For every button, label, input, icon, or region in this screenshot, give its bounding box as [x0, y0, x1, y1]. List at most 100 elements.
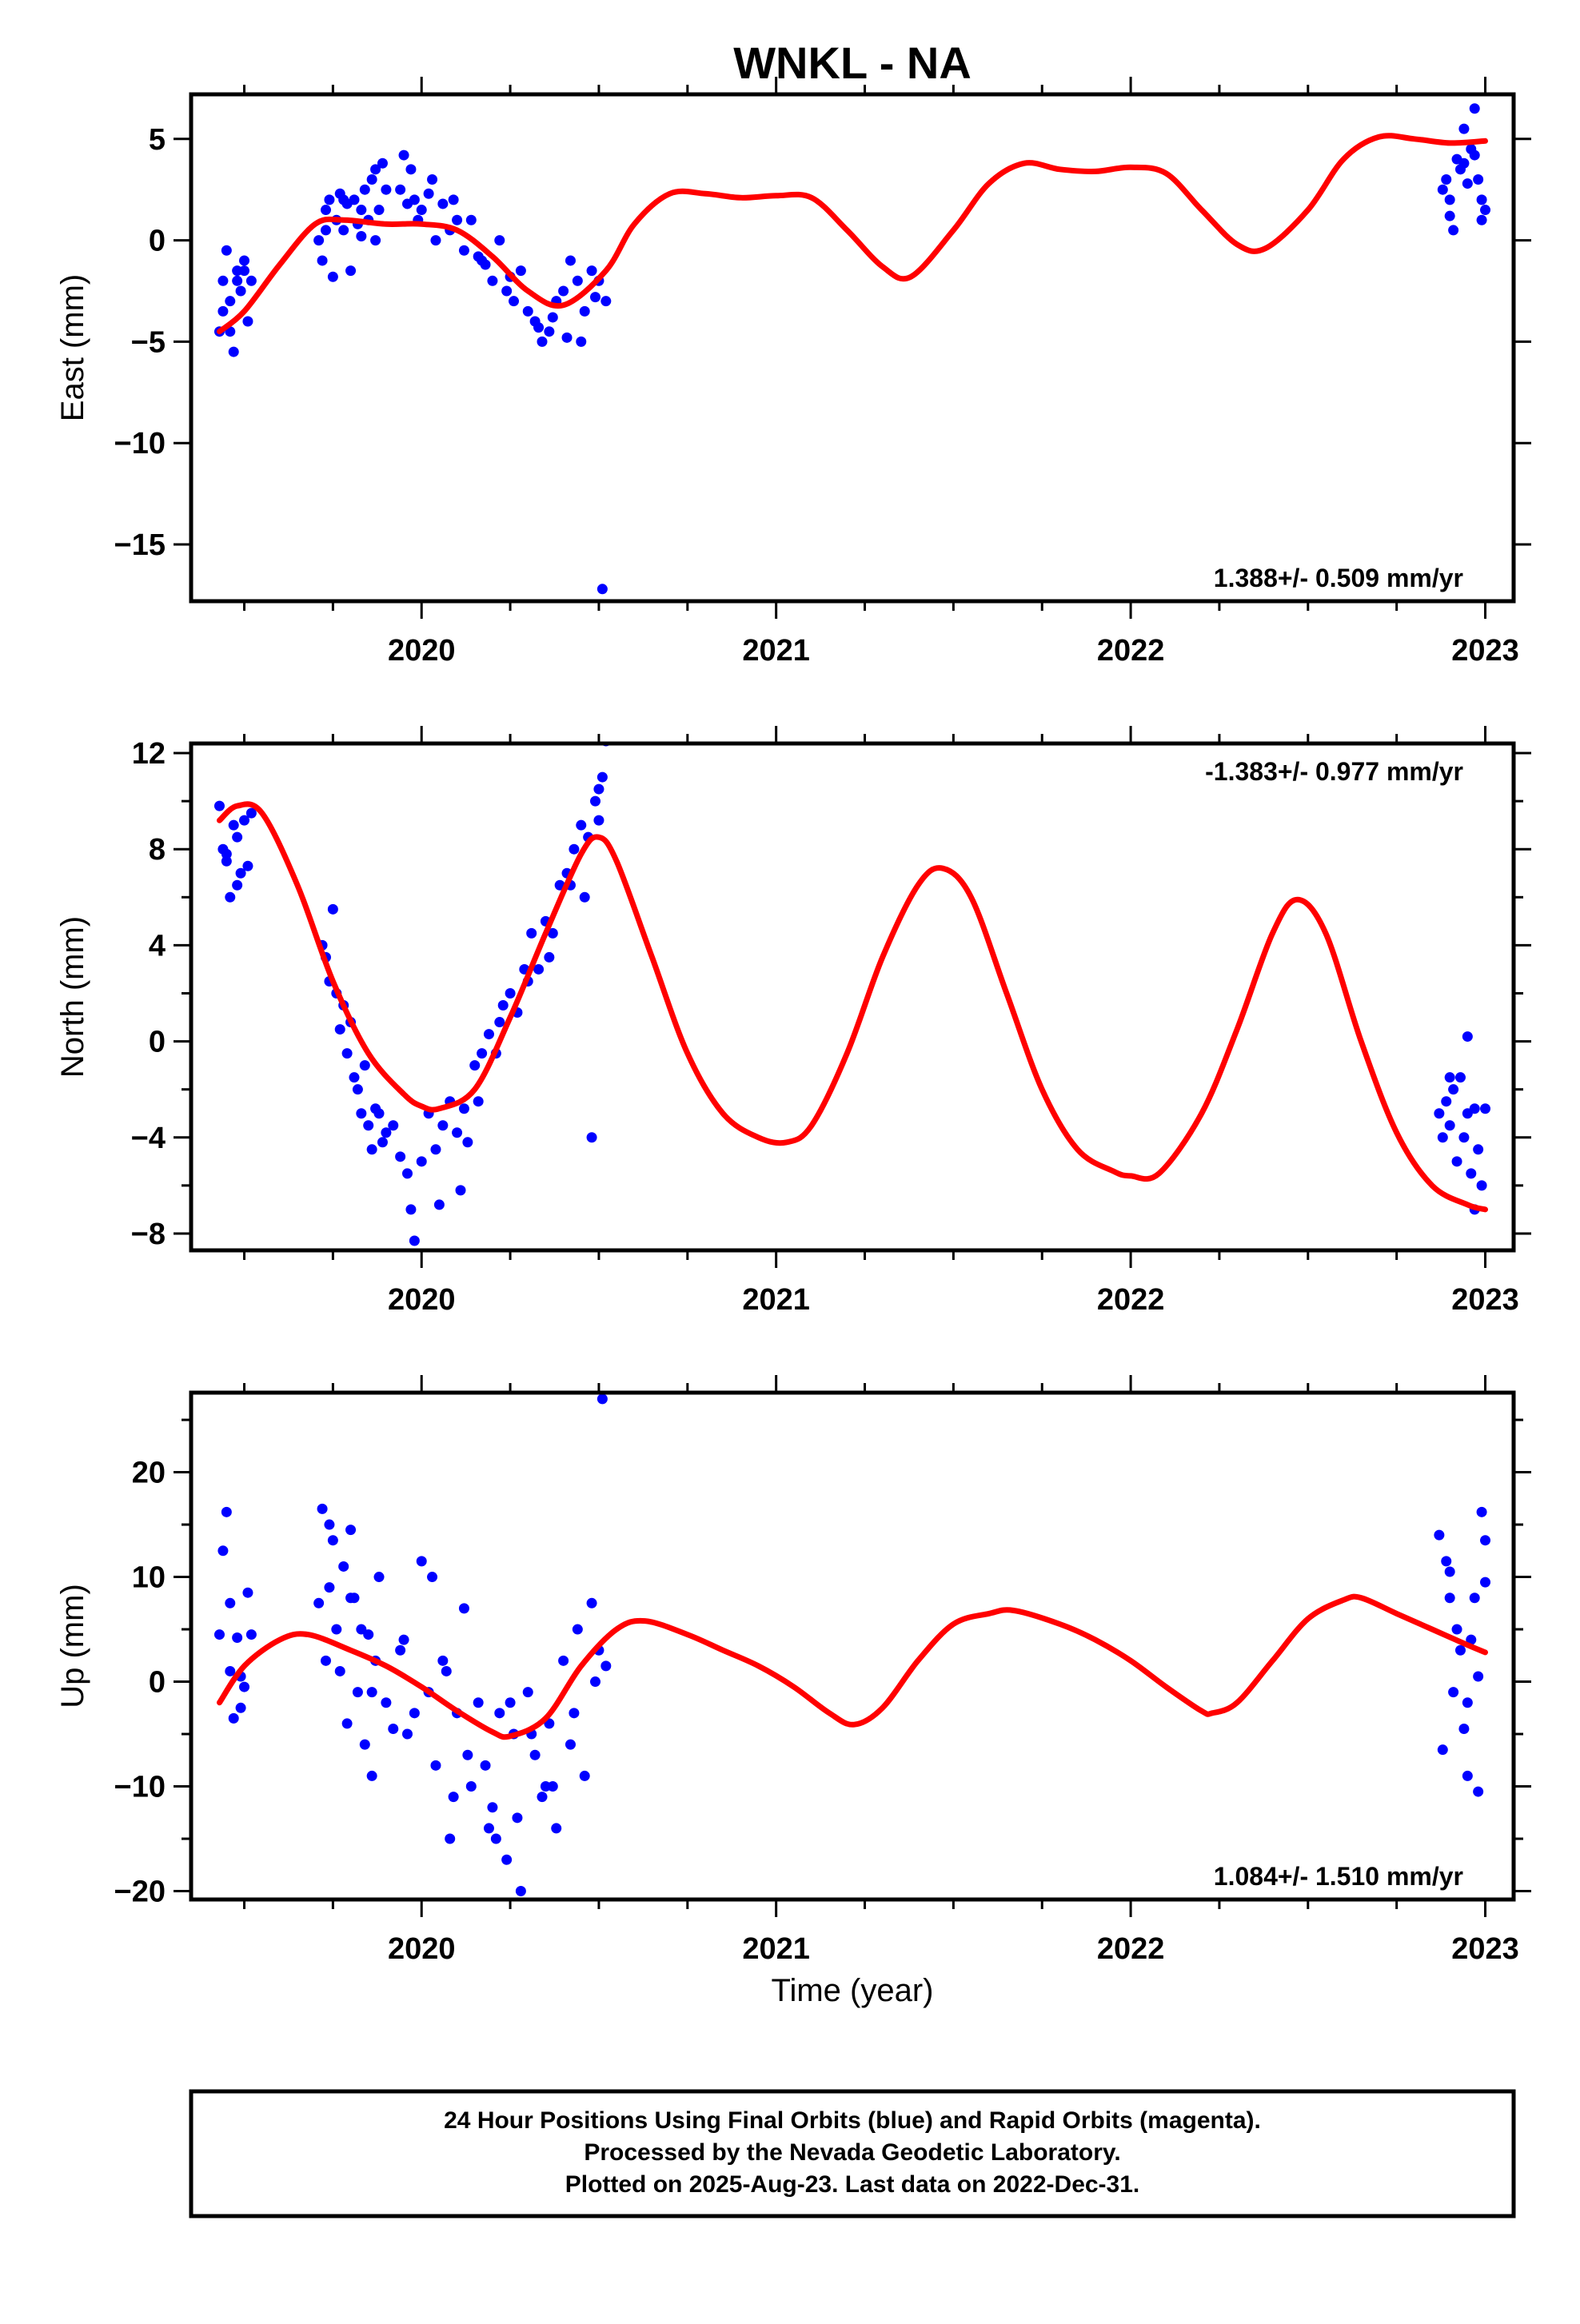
north-data-point	[1444, 1072, 1455, 1083]
up-rate-label: 1.084+/- 1.510 mm/yr	[1214, 1862, 1463, 1891]
east-data-point	[448, 194, 459, 205]
up-data-point	[1473, 1671, 1484, 1682]
east-data-point	[494, 235, 505, 246]
east-data-point	[1476, 194, 1487, 205]
footer-box: 24 Hour Positions Using Final Orbits (bl…	[189, 2089, 1516, 2218]
east-x-tick-label: 2023	[1451, 634, 1519, 668]
up-data-point	[1476, 1506, 1487, 1517]
north-data-point	[1451, 1156, 1462, 1167]
north-data-point	[1466, 1168, 1477, 1179]
up-data-point	[416, 1556, 427, 1567]
east-y-axis-title: East (mm)	[55, 274, 90, 421]
east-data-point	[416, 205, 427, 216]
east-data-point	[576, 336, 587, 347]
up-data-point	[1437, 1744, 1448, 1756]
up-data-point	[345, 1593, 357, 1604]
north-data-point	[1469, 1103, 1480, 1114]
east-data-point	[1473, 174, 1484, 185]
up-data-point	[1444, 1593, 1455, 1604]
north-y-tick-label: −8	[131, 1218, 166, 1251]
up-data-point	[1458, 1723, 1470, 1734]
east-data-point	[465, 214, 477, 225]
up-data-point	[540, 1781, 551, 1792]
up-data-point	[462, 1749, 473, 1760]
east-data-point	[558, 285, 569, 297]
north-panel: 2020 2021 2022 2023 12 8 4 0 −4 −8 North (mm) -1.38…	[55, 726, 1531, 1317]
east-data-point	[239, 265, 250, 277]
up-y-tick-label: −20	[114, 1876, 166, 1909]
north-data-point	[452, 1127, 463, 1138]
north-y-tick-label: −4	[131, 1122, 166, 1155]
up-data-point	[558, 1655, 569, 1666]
east-data-point	[349, 194, 360, 205]
up-data-point	[221, 1506, 232, 1517]
up-data-point	[515, 1886, 526, 1897]
up-data-point	[1462, 1697, 1473, 1708]
north-data-point	[232, 831, 243, 843]
north-x-tick-label: 2020	[388, 1283, 456, 1317]
north-data-point	[334, 1024, 345, 1035]
up-data-point	[352, 1687, 363, 1698]
up-data-point	[409, 1708, 420, 1719]
east-data-point	[1469, 149, 1480, 161]
north-data-point	[469, 1060, 481, 1071]
footer-line-3: Plotted on 2025-Aug-23. Last data on 202…	[565, 2171, 1140, 2198]
east-points	[213, 103, 1491, 595]
up-data-point	[1462, 1770, 1473, 1781]
up-points	[213, 1393, 1491, 1897]
east-data-point	[398, 149, 409, 161]
up-data-point	[313, 1597, 325, 1608]
east-data-point	[356, 231, 367, 242]
east-data-point	[509, 296, 520, 307]
north-data-point	[405, 1204, 417, 1215]
north-data-point	[547, 927, 558, 939]
up-data-point	[401, 1728, 413, 1740]
up-data-point	[228, 1712, 239, 1724]
north-data-point	[373, 1108, 385, 1119]
east-data-point	[586, 265, 597, 277]
up-y-tick-label: 0	[149, 1666, 166, 1700]
north-data-point	[483, 1029, 494, 1040]
footer-frame	[189, 2089, 1516, 2218]
up-data-point	[586, 1597, 597, 1608]
up-data-point	[225, 1597, 236, 1608]
north-plot-frame	[189, 741, 1516, 1253]
up-data-point	[245, 1629, 257, 1640]
up-model-curve	[217, 1593, 1488, 1740]
east-data-point	[1437, 184, 1448, 195]
up-data-point	[317, 1503, 328, 1514]
north-data-point	[401, 1168, 413, 1179]
north-y-tick-label: 0	[149, 1026, 166, 1059]
east-data-point	[1448, 225, 1459, 236]
east-y-tick-label: 5	[149, 123, 166, 157]
north-y-tick-label: 8	[149, 833, 166, 867]
east-data-point	[437, 198, 449, 209]
east-data-point	[590, 292, 601, 303]
east-data-point	[345, 265, 357, 277]
east-data-point	[317, 255, 328, 266]
north-data-point	[526, 927, 537, 939]
north-data-point	[596, 771, 608, 783]
east-data-point	[533, 322, 545, 333]
east-data-point	[409, 194, 420, 205]
north-x-tick-label: 2023	[1451, 1283, 1519, 1317]
east-data-point	[370, 164, 381, 175]
up-data-point	[505, 1697, 516, 1708]
north-data-point	[341, 1048, 353, 1059]
chart-title: WNKL - NA	[733, 38, 972, 88]
up-data-point	[366, 1687, 377, 1698]
north-data-point	[473, 1096, 484, 1107]
up-data-point	[232, 1632, 243, 1644]
up-plot-frame	[189, 1390, 1516, 1902]
east-data-point	[430, 235, 441, 246]
east-data-point	[321, 225, 332, 236]
up-data-point	[341, 1718, 353, 1729]
up-data-point	[596, 1393, 608, 1405]
up-data-point	[213, 1629, 225, 1640]
up-data-point	[1469, 1593, 1480, 1604]
up-data-point	[437, 1655, 449, 1666]
east-data-point	[225, 296, 236, 307]
east-data-point	[561, 332, 573, 343]
north-data-point	[433, 1199, 445, 1210]
east-data-point	[321, 205, 332, 216]
